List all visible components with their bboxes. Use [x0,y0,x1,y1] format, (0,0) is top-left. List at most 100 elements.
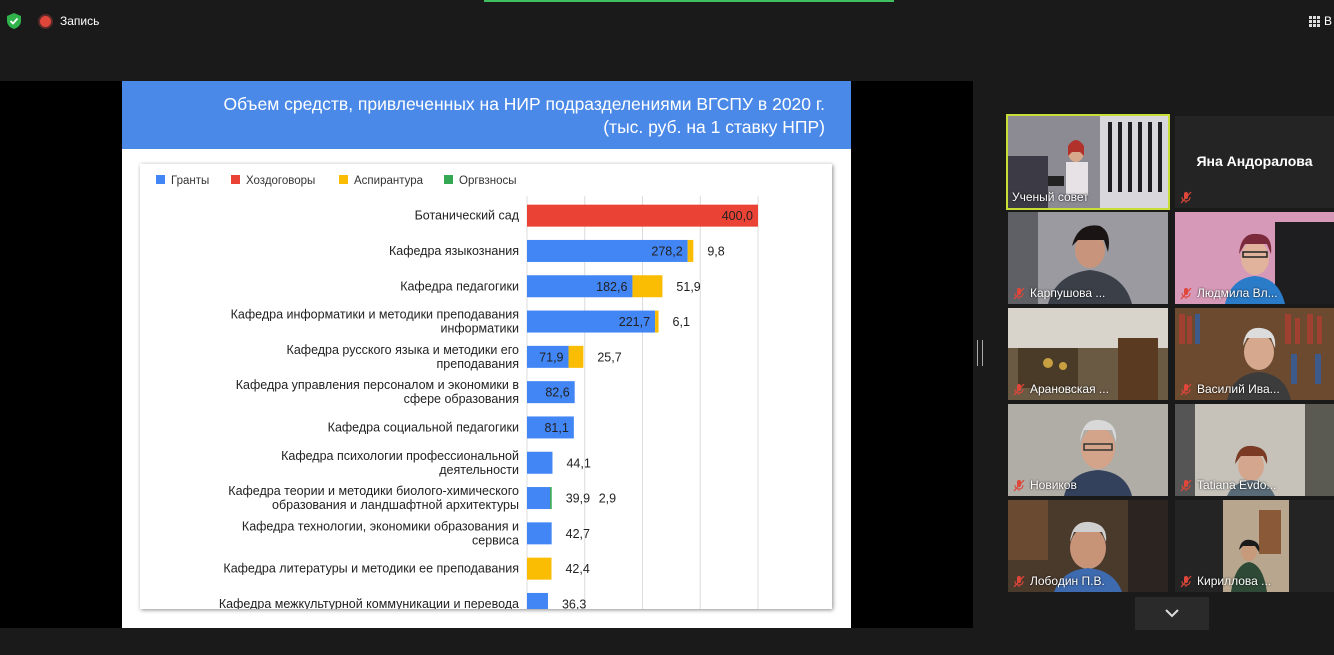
data-label: 42,4 [565,562,589,576]
participant-name: Кириллова ... [1197,574,1272,588]
chart-container: Гранты Хоздоговоры Аспирантура Оргвзносы Бот… [140,164,832,615]
data-label: 82,6 [545,386,569,400]
category-label: Кафедра технологии, экономики образовани… [242,519,519,533]
participant-name: Яна Андоралова [1196,153,1313,169]
data-label: 6,1 [673,315,690,329]
muted-mic-icon [1013,287,1025,300]
participant-tile-9[interactable]: Кириллова ... [1175,500,1334,592]
participant-tile-0[interactable]: Ученый совет [1006,114,1170,210]
participant-tile-2[interactable]: Карпушова ... [1008,212,1168,304]
legend-label: Аспирантура [354,175,424,187]
bar-segment [527,381,575,404]
data-label: 182,6 [596,280,627,294]
participant-name: Ученый совет [1012,190,1089,204]
data-label: 25,7 [597,350,621,364]
category-label: сервиса [472,533,519,547]
slide-title: Объем средств, привлеченных на НИР подра… [135,93,825,139]
category-label: Кафедра педагогики [400,279,519,293]
data-label: 42,7 [566,527,590,541]
bar-segment [527,522,552,545]
data-label: 278,2 [651,244,682,258]
participant-video [1008,116,1168,208]
legend-label: Оргвзносы [459,175,517,187]
data-label: 9,8 [707,244,724,258]
legend-swatch [231,175,240,184]
slide-header: Объем средств, привлеченных на НИР подра… [122,81,851,149]
bar-segment [527,416,574,439]
muted-mic-icon [1180,575,1192,588]
participant-video [1175,500,1334,592]
legend-swatch [444,175,453,184]
share-indicator [484,0,894,2]
muted-mic-icon [1013,383,1025,396]
data-label: 36,3 [562,597,586,609]
category-label: образования и ландшафтной архитектуры [272,498,519,512]
category-label: сфере образования [404,392,519,406]
splitter-handle[interactable] [977,340,983,366]
legend-label: Хоздоговоры [246,175,315,187]
participant-tile-6[interactable]: Новиков [1008,404,1168,496]
data-label: 2,9 [599,492,616,506]
view-button[interactable]: В [1309,14,1332,28]
participant-name: Tatiana Evdo... [1197,478,1277,492]
participant-video [1008,308,1168,400]
muted-mic-icon [1180,287,1192,300]
muted-mic-icon [1180,383,1192,396]
muted-mic-icon [1013,575,1025,588]
bar-segment [568,345,584,368]
bar-segment [655,310,659,333]
shield-icon[interactable] [7,13,21,29]
gallery-next-button[interactable] [1135,597,1209,630]
muted-mic-icon [1013,479,1025,492]
participant-name: Лободин П.В. [1030,574,1105,588]
recording-label[interactable]: Запись [60,14,100,28]
grid-view-icon [1309,15,1320,27]
category-label: информатики [440,322,519,336]
slide-title-line1: Объем средств, привлеченных на НИР подра… [223,94,825,114]
participant-video [1008,404,1168,496]
bar-segment [527,310,656,333]
participant-tile-8[interactable]: Лободин П.В. [1008,500,1168,592]
data-label: 81,1 [544,421,568,435]
participant-name: Арановская ... [1030,382,1109,396]
participant-tile-1[interactable]: Яна Андоралова [1175,116,1334,208]
category-label: Кафедра социальной педагогики [328,420,519,434]
data-label: 39,9 [566,492,590,506]
bar-segment [527,557,552,580]
participant-video [1008,212,1168,304]
category-label: деятельности [439,463,519,477]
participant-tile-7[interactable]: Tatiana Evdo... [1175,404,1334,496]
data-label: 51,9 [676,280,700,294]
muted-mic-icon [1180,191,1192,204]
bar-segment [632,275,663,298]
participant-name: Василий Ива... [1197,382,1280,396]
participant-tile-4[interactable]: Арановская ... [1008,308,1168,400]
category-label: преподавания [437,357,519,371]
bar-segment [527,592,548,615]
data-label: 44,1 [566,456,590,470]
participant-tile-5[interactable]: Василий Ива... [1175,308,1334,400]
participant-video [1008,500,1168,592]
bar-segment [527,204,758,227]
participant-name: Людмила Вл... [1197,286,1278,300]
category-label: Кафедра межкультурной коммуникации и пер… [219,597,519,609]
stacked-bar-chart: Гранты Хоздоговоры Аспирантура Оргвзносы Бот… [156,175,759,615]
recording-icon[interactable] [40,16,51,27]
category-label: Кафедра теории и методики биолого-химиче… [228,484,519,498]
bar-segment [527,451,553,474]
participant-name: Карпушова ... [1030,286,1106,300]
bar-segment [527,487,551,510]
bar-segment [527,239,688,262]
participant-video [1175,404,1334,496]
legend-swatch [339,175,348,184]
bar-segment [550,487,552,510]
participant-video [1175,212,1334,304]
bar-segment [687,239,694,262]
participant-tile-3[interactable]: Людмила Вл... [1175,212,1334,304]
participant-video [1175,308,1334,400]
data-label: 221,7 [619,315,650,329]
presentation-slide: Объем средств, привлеченных на НИР подра… [122,81,851,628]
muted-mic-icon [1180,479,1192,492]
legend-label: Гранты [171,175,209,187]
category-label: Кафедра языкознания [389,244,519,258]
